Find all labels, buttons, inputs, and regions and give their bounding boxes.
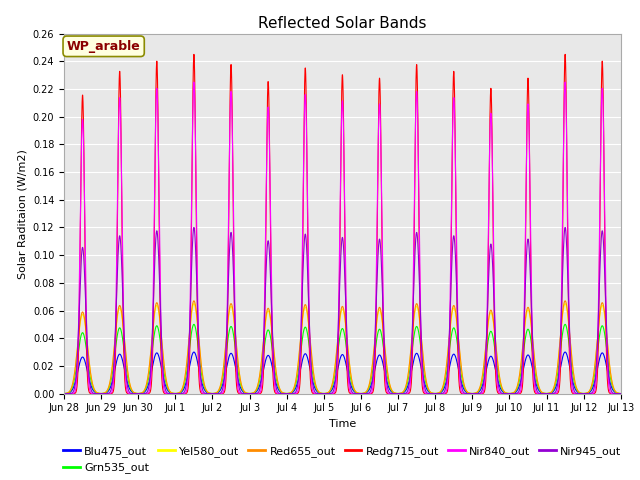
Nir840_out: [615, 391, 623, 396]
Blu475_out: [561, 349, 569, 355]
Blu475_out: [419, 375, 427, 381]
Red655_out: [561, 298, 569, 304]
Nir945_out: [60, 391, 68, 396]
Nir945_out: [419, 372, 427, 378]
Nir945_out: [173, 391, 181, 396]
Line: Nir840_out: Nir840_out: [64, 82, 621, 394]
Red655_out: [419, 355, 427, 361]
Red655_out: [499, 385, 506, 391]
Blu475_out: [269, 365, 276, 371]
Red655_out: [60, 391, 68, 396]
Title: Reflected Solar Bands: Reflected Solar Bands: [258, 16, 427, 31]
Blu475_out: [617, 391, 625, 396]
Nir840_out: [617, 391, 625, 396]
Grn535_out: [615, 391, 623, 396]
Grn535_out: [179, 385, 187, 391]
Redg715_out: [60, 391, 68, 396]
Nir840_out: [60, 391, 68, 396]
Nir945_out: [561, 225, 569, 230]
Yel580_out: [173, 391, 181, 396]
Line: Red655_out: Red655_out: [64, 301, 621, 394]
Yel580_out: [617, 391, 625, 396]
Red655_out: [173, 390, 181, 396]
X-axis label: Time: Time: [329, 419, 356, 429]
Grn535_out: [617, 391, 625, 396]
Nir945_out: [617, 391, 625, 396]
Nir840_out: [499, 391, 506, 396]
Line: Redg715_out: Redg715_out: [64, 54, 621, 394]
Yel580_out: [269, 335, 276, 340]
Red655_out: [179, 383, 187, 389]
Y-axis label: Solar Raditaion (W/m2): Solar Raditaion (W/m2): [17, 149, 27, 278]
Red655_out: [615, 391, 623, 396]
Nir840_out: [173, 391, 181, 396]
Blu475_out: [499, 388, 506, 394]
Nir945_out: [179, 390, 187, 396]
Grn535_out: [173, 391, 181, 396]
Line: Blu475_out: Blu475_out: [64, 352, 621, 394]
Nir945_out: [499, 391, 506, 396]
Line: Nir945_out: Nir945_out: [64, 228, 621, 394]
Blu475_out: [173, 391, 181, 396]
Nir945_out: [269, 329, 276, 335]
Yel580_out: [179, 384, 187, 389]
Grn535_out: [561, 322, 569, 327]
Yel580_out: [60, 391, 68, 396]
Blu475_out: [60, 391, 68, 396]
Line: Grn535_out: Grn535_out: [64, 324, 621, 394]
Yel580_out: [419, 356, 427, 362]
Nir840_out: [269, 330, 276, 336]
Nir840_out: [561, 79, 569, 85]
Legend: Blu475_out, Grn535_out, Yel580_out, Red655_out, Redg715_out, Nir840_out, Nir945_: Blu475_out, Grn535_out, Yel580_out, Red6…: [63, 446, 621, 473]
Text: WP_arable: WP_arable: [67, 40, 141, 53]
Redg715_out: [617, 391, 625, 396]
Redg715_out: [179, 391, 187, 396]
Red655_out: [269, 333, 276, 339]
Redg715_out: [269, 355, 276, 361]
Nir840_out: [419, 384, 427, 389]
Blu475_out: [179, 387, 187, 393]
Grn535_out: [60, 391, 68, 396]
Redg715_out: [419, 389, 427, 395]
Yel580_out: [499, 386, 506, 392]
Line: Yel580_out: Yel580_out: [64, 304, 621, 394]
Red655_out: [617, 391, 625, 396]
Redg715_out: [615, 391, 623, 396]
Grn535_out: [499, 387, 506, 393]
Redg715_out: [561, 51, 569, 57]
Redg715_out: [173, 391, 181, 396]
Blu475_out: [615, 391, 623, 396]
Nir945_out: [615, 391, 623, 396]
Yel580_out: [615, 391, 623, 396]
Redg715_out: [499, 391, 506, 396]
Nir840_out: [179, 391, 187, 396]
Yel580_out: [561, 301, 569, 307]
Grn535_out: [419, 364, 427, 370]
Grn535_out: [269, 348, 276, 353]
